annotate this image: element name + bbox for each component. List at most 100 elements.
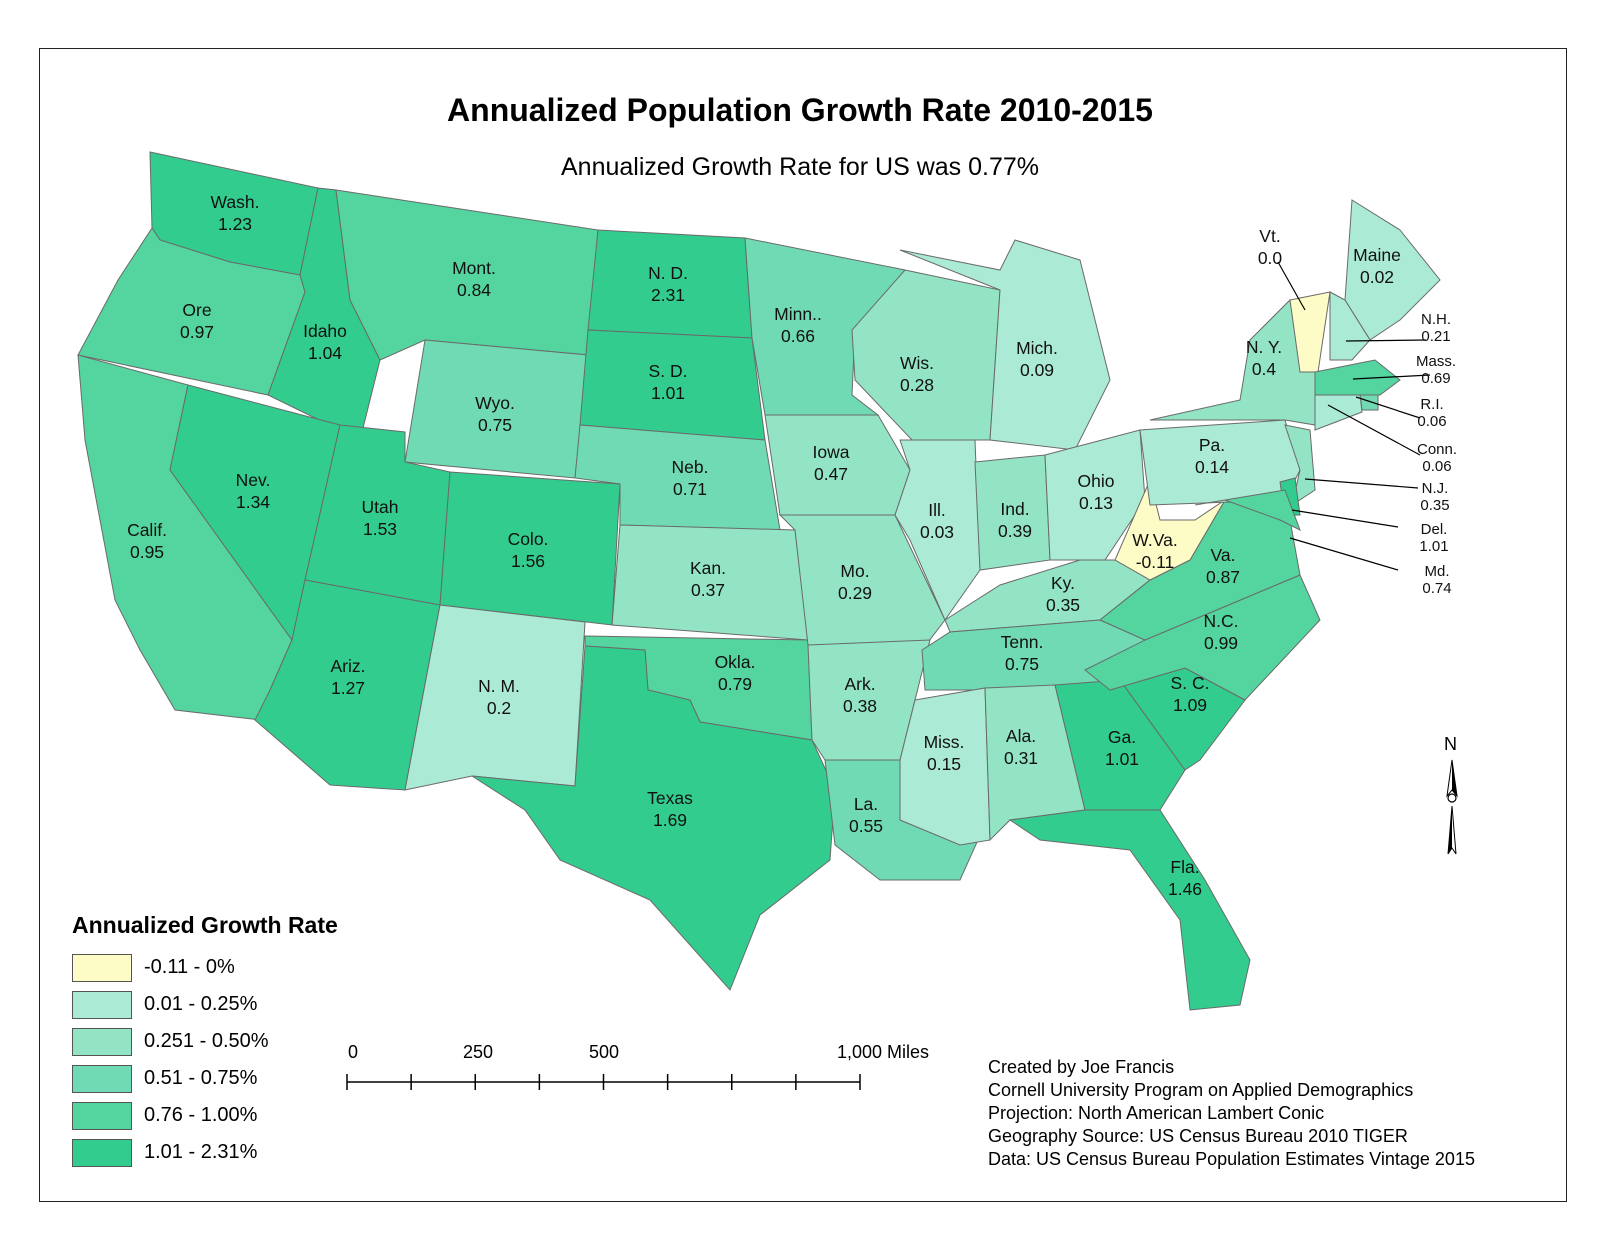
state-label: Ill. 0.03	[920, 500, 954, 542]
state-value: 0.47	[814, 464, 848, 484]
state-label: Conn. 0.06	[1417, 441, 1457, 475]
state-name: Minn..	[774, 304, 822, 324]
state-value: 0.75	[1005, 654, 1039, 674]
scale-bar: 0 250 500 1,000 Miles	[346, 1042, 929, 1090]
state-label: Ky. 0.35	[1046, 573, 1080, 615]
state-name: Ark.	[844, 674, 875, 694]
north-arrow: N	[1444, 736, 1458, 855]
state-value: 1.01	[651, 383, 685, 403]
state-value: 0.09	[1020, 360, 1054, 380]
state-texas	[471, 645, 836, 991]
state-value: 0.15	[927, 754, 961, 774]
state-value: 0.69	[1421, 370, 1450, 387]
state-label: Colo. 1.56	[508, 529, 549, 571]
state-label: Ga. 1.01	[1105, 727, 1139, 769]
scale-label-500: 500	[589, 1042, 619, 1062]
leader-line	[1327, 404, 1421, 456]
state-value: 0.14	[1195, 457, 1229, 477]
state-label: N.C. 0.99	[1204, 611, 1239, 653]
state-value: 0.37	[691, 580, 725, 600]
state-name: Mo.	[840, 561, 869, 581]
state-label: N. D. 2.31	[648, 263, 688, 305]
state-name: Wis.	[900, 353, 934, 373]
state-value: 1.01	[1419, 538, 1448, 555]
state-name: Del.	[1421, 521, 1448, 538]
state-label: Wis. 0.28	[900, 353, 934, 395]
state-label: Mass. 0.69	[1416, 353, 1456, 387]
state-label: Utah 1.53	[362, 497, 399, 539]
state-florida	[1008, 809, 1251, 1011]
state-shapes	[77, 151, 1441, 1011]
state-name: Ky.	[1051, 573, 1075, 593]
state-value: 0.35	[1420, 497, 1449, 514]
credit-line: Cornell University Program on Applied De…	[988, 1080, 1414, 1100]
legend-title: Annualized Growth Rate	[72, 912, 338, 938]
state-label: Iowa 0.47	[813, 442, 850, 484]
state-label: R.I. 0.06	[1417, 396, 1446, 430]
state-label: Idaho 1.04	[303, 321, 347, 363]
map-frame	[39, 48, 1567, 1202]
state-name: Ore	[182, 300, 211, 320]
state-ohio	[1044, 429, 1146, 561]
state-name: La.	[854, 794, 878, 814]
state-label: Wyo. 0.75	[475, 393, 515, 435]
legend-label: 0.251 - 0.50%	[144, 1030, 269, 1052]
state-label: Tenn. 0.75	[1001, 632, 1044, 674]
state-value: 0.38	[843, 696, 877, 716]
state-value: 1.09	[1173, 695, 1207, 715]
credit-line: Created by Joe Francis	[988, 1057, 1175, 1077]
state-name: Mont.	[452, 258, 496, 278]
leader-line	[1345, 339, 1427, 342]
state-value: 0.29	[838, 583, 872, 603]
state-name: Va.	[1211, 545, 1236, 565]
state-name: Texas	[647, 788, 693, 808]
state-value: 1.01	[1105, 749, 1139, 769]
leader-line	[1277, 261, 1306, 311]
state-name: Okla.	[715, 652, 756, 672]
legend-item: 0.76 - 1.00%	[72, 1097, 338, 1134]
state-label: Calif. 0.95	[127, 520, 167, 562]
scale-ticks	[346, 1074, 861, 1090]
state-value: 1.27	[331, 678, 365, 698]
map-title: Annualized Population Growth Rate 2010-2…	[447, 92, 1153, 128]
state-name: Conn.	[1417, 441, 1457, 458]
state-name: Md.	[1424, 563, 1449, 580]
credit-line: Geography Source: US Census Bureau 2010 …	[988, 1126, 1408, 1146]
legend: Annualized Growth Rate -0.11 - 0% 0.01 -…	[72, 912, 338, 1171]
state-value: 1.34	[236, 492, 270, 512]
state-massachusetts	[1314, 359, 1401, 396]
state-value: 0.55	[849, 816, 883, 836]
state-label: Ore 0.97	[180, 300, 214, 342]
legend-item: 1.01 - 2.31%	[72, 1134, 338, 1171]
state-name: S. C.	[1171, 673, 1210, 693]
state-maryland	[1194, 489, 1301, 532]
state-value: 0.0	[1258, 248, 1283, 268]
state-value: 1.46	[1168, 879, 1202, 899]
state-connecticut	[1314, 394, 1363, 431]
state-value: 0.75	[478, 415, 512, 435]
state-name: W.Va.	[1132, 530, 1177, 550]
state-name: Ala.	[1006, 726, 1036, 746]
state-label: Md. 0.74	[1422, 563, 1451, 597]
legend-item: 0.51 - 0.75%	[72, 1060, 338, 1097]
state-name: Neb.	[672, 457, 709, 477]
legend-label: -0.11 - 0%	[144, 956, 235, 978]
state-value: 0.06	[1422, 458, 1451, 475]
state-michigan	[899, 239, 1111, 451]
state-name: S. D.	[649, 361, 688, 381]
leader-line	[1289, 537, 1399, 571]
leader-line	[1355, 396, 1421, 419]
state-name: N.J.	[1422, 480, 1449, 497]
state-name: Mass.	[1416, 353, 1456, 370]
legend-item: -0.11 - 0%	[72, 949, 338, 986]
state-name: N. M.	[478, 676, 520, 696]
state-value: 0.02	[1360, 267, 1394, 287]
state-value: 0.79	[718, 674, 752, 694]
state-north-dakota	[587, 229, 753, 339]
state-value: 1.23	[218, 214, 252, 234]
state-label: Mo. 0.29	[838, 561, 872, 603]
legend-swatch	[72, 1138, 132, 1167]
state-label: Mont. 0.84	[452, 258, 496, 300]
state-name: Ill.	[928, 500, 946, 520]
legend-swatch	[72, 1027, 132, 1056]
